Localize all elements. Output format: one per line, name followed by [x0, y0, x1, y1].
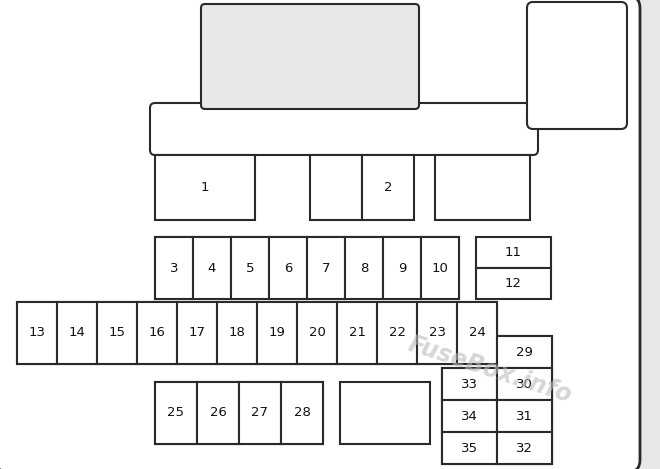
Bar	[417, 302, 457, 364]
Text: 35: 35	[461, 441, 478, 454]
Text: 21: 21	[348, 326, 366, 340]
Bar	[457, 302, 497, 364]
Text: 12: 12	[505, 277, 522, 290]
Bar	[497, 368, 552, 400]
Text: 16: 16	[148, 326, 166, 340]
Text: 20: 20	[309, 326, 325, 340]
Text: 11: 11	[505, 246, 522, 259]
Text: 27: 27	[251, 407, 269, 419]
Text: 1: 1	[201, 181, 209, 194]
Bar	[345, 237, 383, 299]
Bar	[497, 400, 552, 432]
Bar	[476, 237, 551, 268]
Text: 5: 5	[246, 262, 254, 274]
Bar	[193, 237, 231, 299]
Bar	[421, 237, 459, 299]
Bar	[476, 268, 551, 299]
Bar	[497, 336, 552, 368]
Text: 15: 15	[108, 326, 125, 340]
Bar	[297, 302, 337, 364]
Bar	[155, 382, 197, 444]
Bar	[231, 237, 269, 299]
Text: 31: 31	[516, 409, 533, 423]
Bar	[362, 155, 414, 220]
Text: 25: 25	[168, 407, 185, 419]
Bar	[217, 302, 257, 364]
Bar	[155, 155, 255, 220]
Bar	[281, 382, 323, 444]
Text: 17: 17	[189, 326, 205, 340]
Bar	[497, 432, 552, 464]
Bar	[177, 302, 217, 364]
Bar	[497, 336, 552, 464]
Bar	[155, 237, 459, 299]
Text: 14: 14	[69, 326, 85, 340]
Text: 19: 19	[269, 326, 285, 340]
Bar	[197, 382, 239, 444]
Bar	[383, 237, 421, 299]
Bar	[307, 237, 345, 299]
Bar	[257, 302, 297, 364]
Text: 22: 22	[389, 326, 405, 340]
Bar	[239, 382, 281, 444]
Text: 34: 34	[461, 409, 478, 423]
Bar	[442, 368, 552, 464]
Bar	[337, 302, 377, 364]
Bar	[97, 302, 137, 364]
FancyBboxPatch shape	[0, 0, 640, 469]
Bar	[435, 155, 530, 220]
Bar	[442, 432, 497, 464]
Text: 13: 13	[28, 326, 46, 340]
Text: 8: 8	[360, 262, 368, 274]
Bar	[17, 302, 57, 364]
Text: 6: 6	[284, 262, 292, 274]
Text: 3: 3	[170, 262, 178, 274]
Text: 26: 26	[210, 407, 226, 419]
Bar	[137, 302, 177, 364]
Text: 33: 33	[461, 378, 478, 391]
Text: 18: 18	[228, 326, 246, 340]
Bar	[340, 382, 430, 444]
Text: 29: 29	[516, 346, 533, 358]
Text: 23: 23	[428, 326, 446, 340]
FancyBboxPatch shape	[527, 2, 627, 129]
Bar	[442, 368, 497, 400]
Text: FuseBox.info: FuseBox.info	[405, 332, 575, 408]
Bar	[377, 302, 417, 364]
Text: 32: 32	[516, 441, 533, 454]
FancyBboxPatch shape	[201, 4, 419, 109]
Text: 24: 24	[469, 326, 486, 340]
Text: 9: 9	[398, 262, 406, 274]
FancyBboxPatch shape	[150, 103, 538, 155]
Bar	[155, 382, 323, 444]
Bar	[57, 302, 97, 364]
Text: 2: 2	[383, 181, 392, 194]
Text: 30: 30	[516, 378, 533, 391]
Text: 7: 7	[322, 262, 330, 274]
Text: 10: 10	[432, 262, 448, 274]
Bar	[310, 155, 362, 220]
Bar	[155, 237, 193, 299]
Bar	[17, 302, 497, 364]
Bar	[442, 400, 497, 432]
Bar	[269, 237, 307, 299]
Text: 28: 28	[294, 407, 310, 419]
Text: 4: 4	[208, 262, 216, 274]
